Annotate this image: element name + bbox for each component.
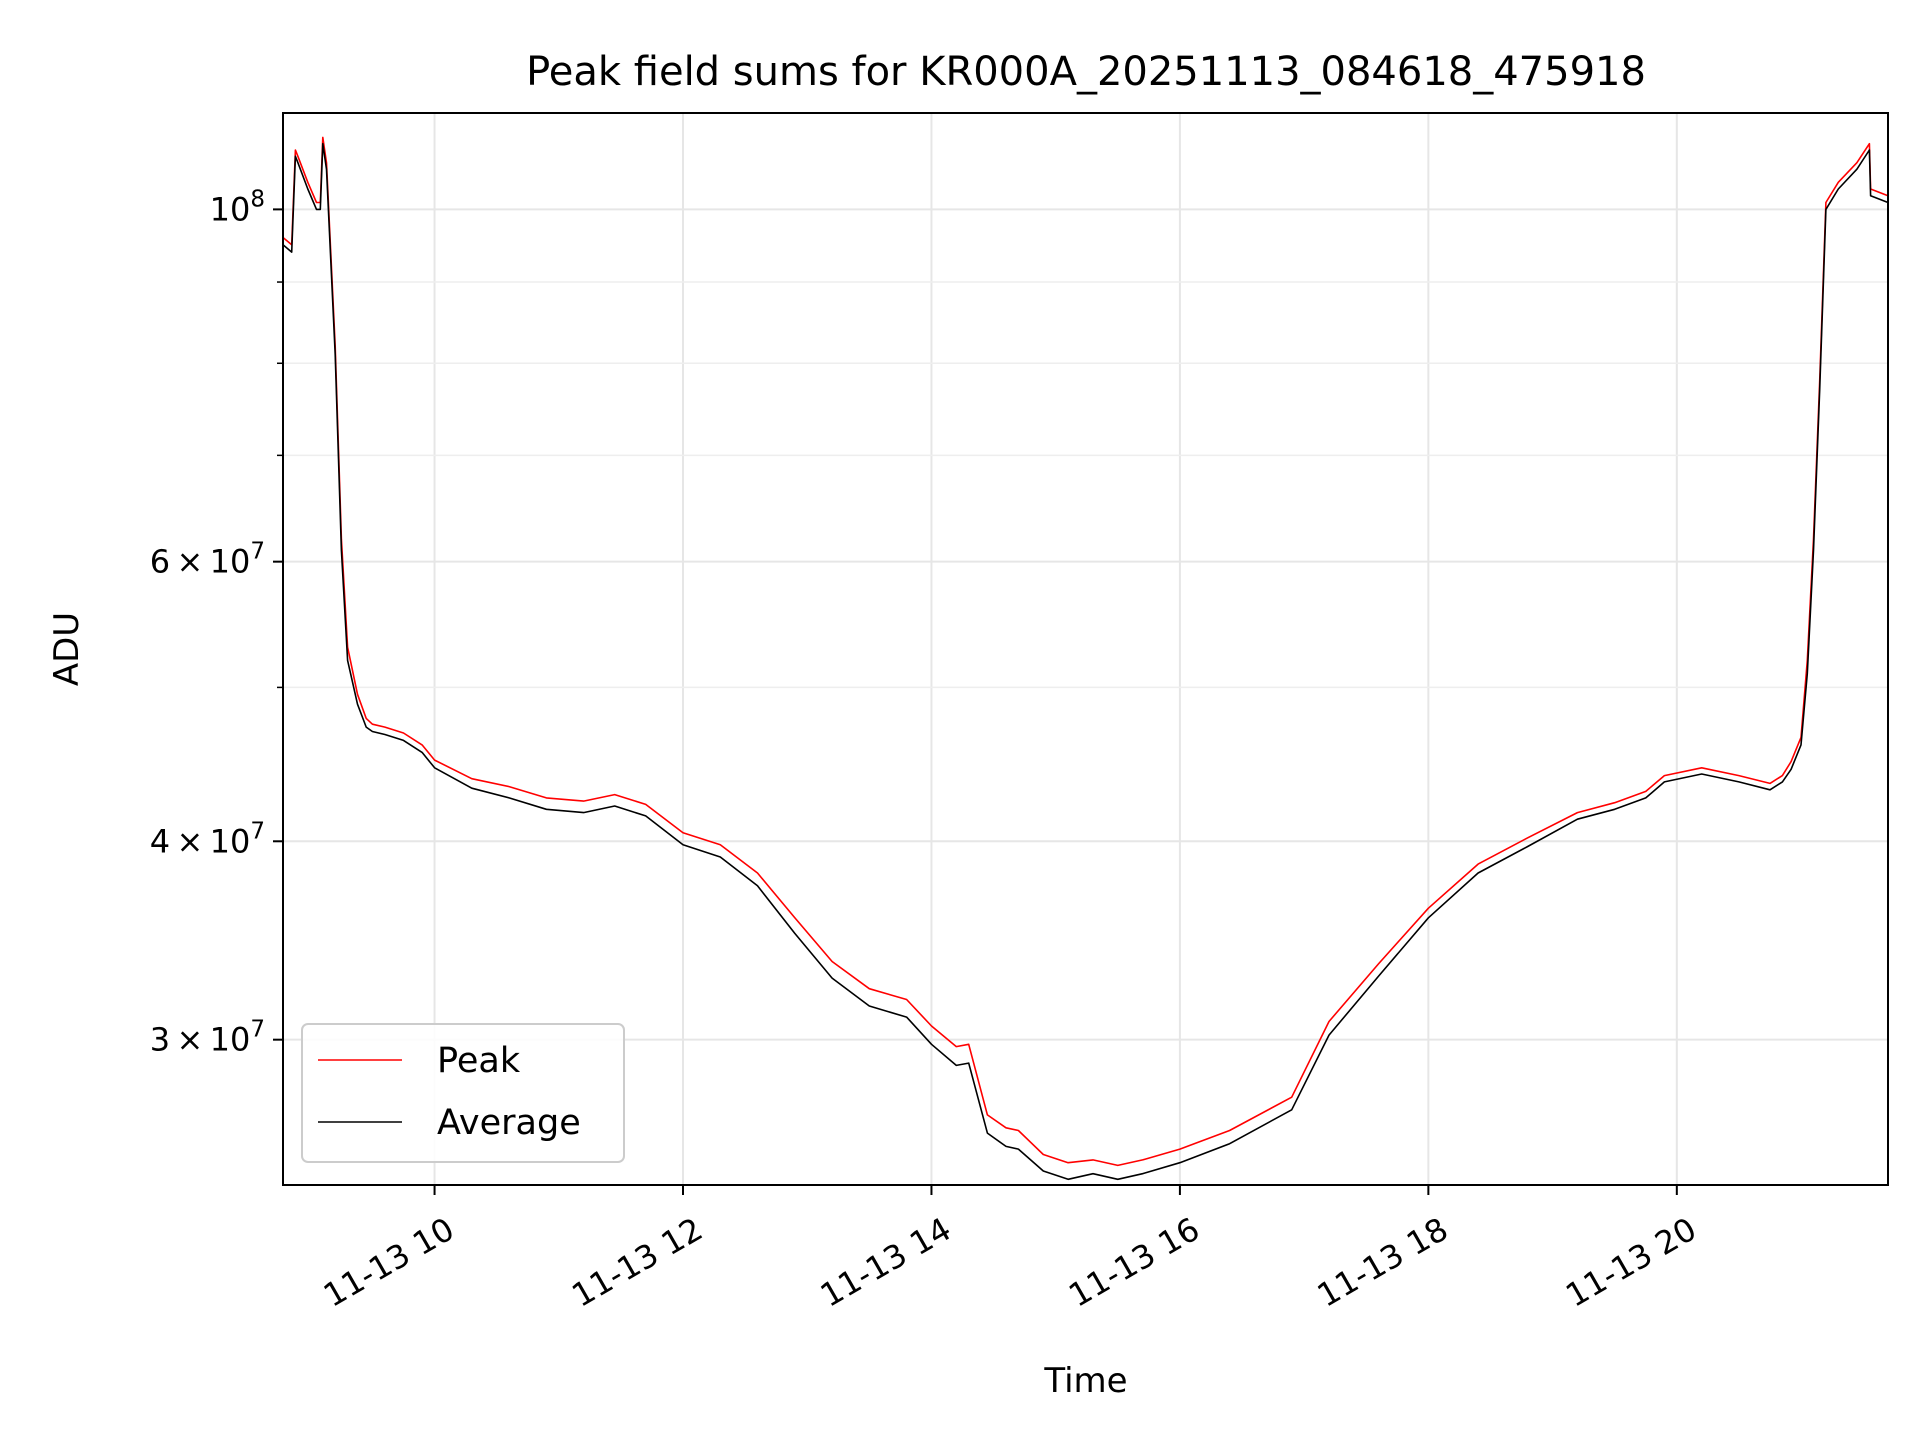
y-axis-label: ADU xyxy=(47,612,87,686)
series-layer xyxy=(282,136,1889,1181)
plot-frame xyxy=(282,112,1889,1186)
legend-label-peak: Peak xyxy=(437,1041,521,1081)
grid xyxy=(283,113,1888,1185)
y-tick-label: 3 × 107 xyxy=(150,1017,265,1059)
legend: Peak Average xyxy=(301,1023,625,1163)
chart-title: Peak field sums for KR000A_20251113_0846… xyxy=(526,49,1646,95)
y-tick-label: 6 × 107 xyxy=(150,539,265,581)
y-tick-label: 108 xyxy=(210,186,265,228)
x-axis-label: Time xyxy=(1043,1361,1127,1401)
legend-box xyxy=(301,1023,625,1163)
legend-label-average: Average xyxy=(437,1103,581,1143)
y-tick-label: 4 × 107 xyxy=(150,818,265,860)
series-line-average xyxy=(282,142,1889,1181)
series-line-peak xyxy=(282,136,1889,1167)
